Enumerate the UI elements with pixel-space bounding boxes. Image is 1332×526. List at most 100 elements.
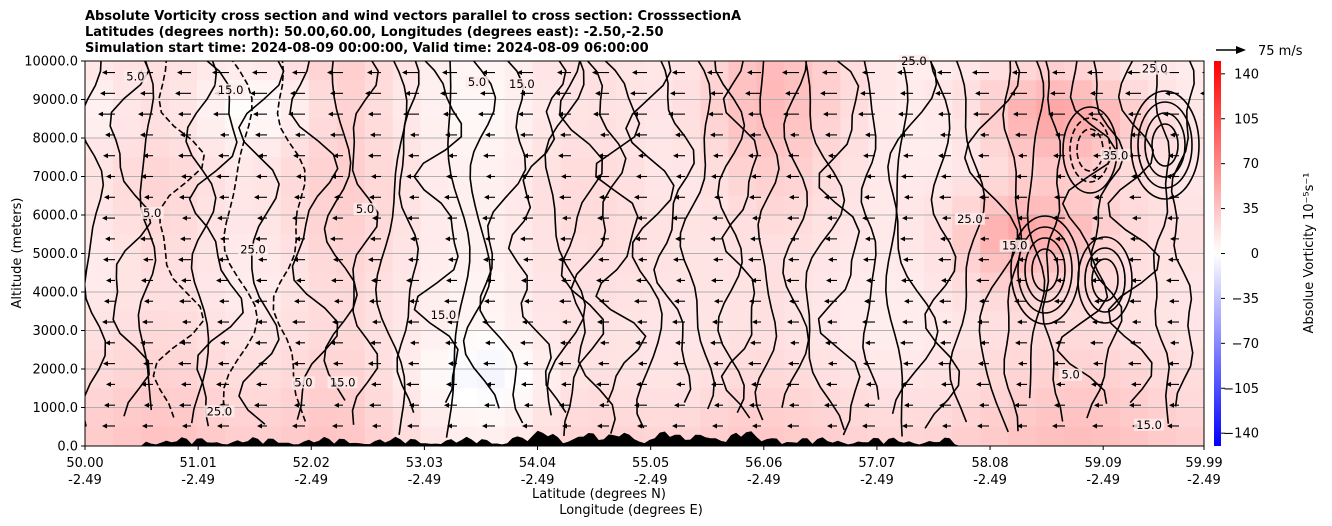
heatmap-cell	[532, 369, 562, 389]
contour-line	[185, 61, 218, 424]
heatmap-cell	[1036, 157, 1065, 178]
heatmap-cell	[476, 176, 506, 197]
heatmap-cell	[420, 349, 450, 370]
wind-vector-head	[750, 340, 755, 346]
wind-vector-head	[1132, 319, 1137, 325]
wind-vector-head	[517, 70, 522, 76]
heatmap-cell	[85, 80, 114, 101]
heatmap-cell	[1176, 369, 1204, 389]
contour-line	[625, 61, 675, 429]
wind-vector-head	[751, 381, 756, 387]
wind-vector-head	[403, 111, 408, 117]
wind-vector-head	[560, 236, 565, 242]
heatmap-cell	[140, 138, 170, 158]
wind-vector-head	[520, 132, 525, 138]
heatmap-cell	[308, 138, 338, 158]
wind-vector-head	[480, 90, 485, 96]
wind-vector-head	[788, 257, 793, 263]
heatmap-cell	[420, 426, 450, 446]
wind-vector-head	[102, 70, 107, 76]
heatmap-cell	[924, 157, 953, 178]
wind-vector-head	[866, 277, 871, 283]
heatmap-cell	[728, 388, 758, 409]
wind-vector-head	[181, 174, 186, 179]
heatmap-cell	[252, 330, 282, 351]
heatmap-cell	[784, 330, 813, 351]
wind-vector-head	[559, 194, 564, 200]
heatmap-cell	[280, 272, 310, 293]
heatmap-cell	[252, 99, 282, 120]
wind-vector-head	[445, 132, 450, 138]
x-tick-label-lat: 57.07	[858, 456, 895, 471]
heatmap-cell	[532, 253, 562, 274]
wind-vector-head	[673, 361, 678, 367]
heatmap-cell	[952, 426, 981, 446]
heatmap-cell	[924, 80, 953, 101]
wind-vector-head	[292, 70, 297, 76]
heatmap-cell	[532, 407, 562, 428]
heatmap-cell	[224, 426, 254, 446]
wind-vector-head	[255, 132, 260, 138]
heatmap-cell	[476, 330, 506, 351]
heatmap-cell	[840, 272, 869, 293]
heatmap-cell	[1120, 330, 1149, 351]
heatmap-cell	[420, 369, 450, 389]
wind-vector-head	[938, 257, 943, 263]
wind-vector-head	[143, 153, 148, 159]
heatmap-cell	[896, 157, 925, 178]
wind-vector-head	[598, 153, 603, 159]
heatmap-cell	[476, 61, 506, 81]
wind-vector-head	[1052, 215, 1057, 221]
heatmap-cell	[392, 138, 422, 158]
heatmap-cell	[168, 157, 198, 178]
heatmap-cell	[448, 118, 478, 139]
wind-vector-head	[1168, 361, 1173, 367]
heatmap-cell	[1120, 234, 1149, 255]
wind-vector-head	[824, 402, 829, 408]
wind-vector-head	[673, 153, 678, 159]
heatmap-cell	[1176, 138, 1204, 158]
x-tick-label-lon: -2.49	[860, 473, 894, 488]
wind-vector-head	[560, 340, 565, 346]
heatmap-cell	[616, 330, 646, 351]
wind-vector-head	[252, 70, 257, 76]
wind-vector-head	[900, 340, 905, 346]
wind-vector-head	[668, 111, 673, 117]
wind-vector-head	[518, 111, 523, 117]
heatmap-cell	[308, 253, 338, 274]
wind-vector-head	[180, 236, 185, 242]
contour-label: 5.0	[143, 206, 161, 220]
wind-vector-head	[1018, 257, 1023, 263]
heatmap-cell	[420, 80, 450, 101]
heatmap-cell	[1148, 80, 1177, 101]
heatmap-cell	[728, 234, 758, 255]
contour-label-bg	[1134, 418, 1165, 431]
wind-vector-head	[220, 132, 225, 138]
wind-vector-head	[448, 153, 453, 159]
colorbar-gradient	[1214, 61, 1221, 446]
heatmap-cell	[980, 330, 1009, 351]
wind-vector-head	[521, 381, 526, 387]
heatmap-cell	[1092, 80, 1121, 101]
wind-vector-head	[446, 277, 451, 283]
x-tick-label-lat: 56.06	[745, 456, 782, 471]
heatmap-cell	[1092, 253, 1121, 274]
heatmap-cell	[672, 234, 702, 255]
heatmap-cell	[252, 80, 282, 101]
wind-vector-head	[330, 90, 335, 96]
heatmap-cell	[532, 157, 562, 178]
heatmap-cell	[560, 195, 590, 216]
heatmap-cell	[952, 176, 981, 197]
wind-vector-head	[144, 194, 149, 200]
heatmap-cell	[1036, 138, 1065, 158]
wind-vector-head	[866, 381, 871, 387]
contour-line	[558, 61, 605, 436]
heatmap-cell	[756, 157, 785, 178]
wind-vector-head	[1052, 319, 1057, 325]
wind-vector-head	[598, 361, 603, 367]
wind-vector-head	[102, 423, 107, 429]
heatmap-cell	[840, 292, 869, 312]
wind-vector-head	[331, 277, 336, 283]
heatmap-cell	[728, 138, 758, 158]
wind-vector-head	[254, 298, 259, 304]
